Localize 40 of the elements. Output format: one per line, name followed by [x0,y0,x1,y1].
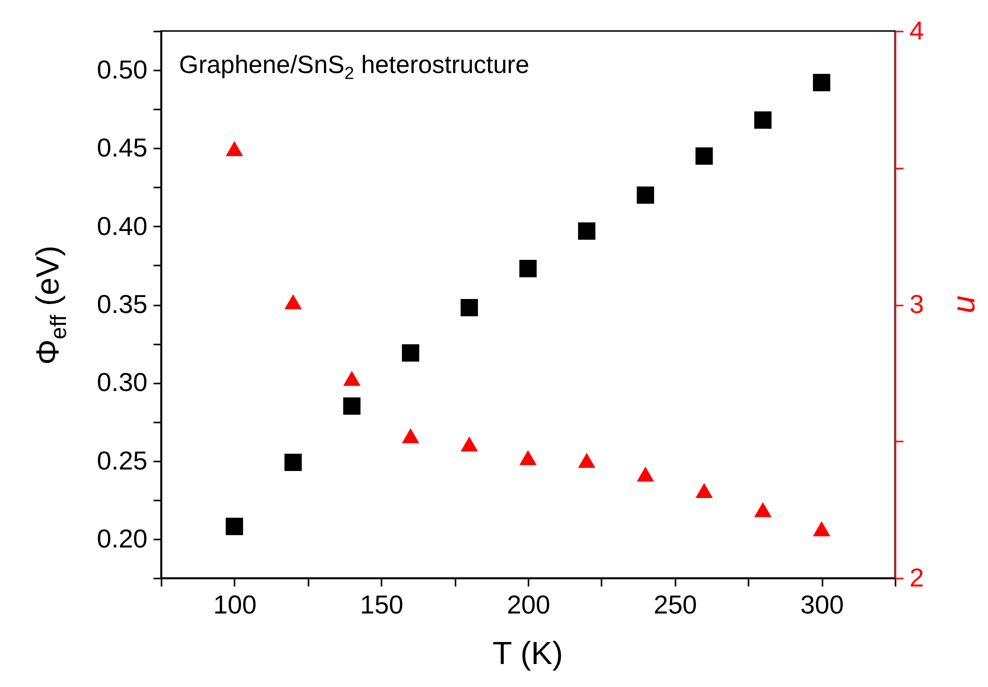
x-tick-label: 150 [360,590,404,620]
x-tick-label: 100 [213,590,257,620]
y-tick-label: 0.25 [96,445,148,476]
point [519,450,537,466]
y-tick-label: 0.30 [96,367,148,398]
x-tick-label: 200 [506,590,550,620]
annotation: Graphene/SnS$_{2}$ heterostructure [179,51,530,84]
point [578,452,596,468]
point [754,502,772,518]
y-tick-label: 0.40 [96,210,148,241]
y-tick-label: 0.50 [96,54,148,85]
x-tick-label: 250 [654,590,697,620]
point [284,454,302,472]
point [636,186,654,204]
y2-tick-label: 4 [910,16,924,46]
point [402,428,420,444]
point [696,482,713,498]
point [226,518,244,536]
point [402,344,420,362]
point [460,436,478,452]
point [226,141,244,156]
point [284,294,302,310]
point [754,111,772,129]
y-tick-label: 0.35 [96,289,148,319]
point [696,147,713,165]
x-tick-label: 300 [800,590,844,620]
point [578,222,596,240]
point [812,521,830,536]
point [812,74,830,92]
point [460,298,478,316]
point [343,397,360,415]
y2-tick-label: 3 [910,289,924,319]
y2-tick-label: 2 [910,562,924,592]
y-tick-label: 0.45 [96,132,148,163]
point [343,370,360,386]
point [636,466,654,482]
y-tick-label: 0.20 [96,523,148,554]
point [519,260,537,278]
y2-axis-title: n [949,296,986,314]
x-axis-title: T (K) [492,635,564,672]
